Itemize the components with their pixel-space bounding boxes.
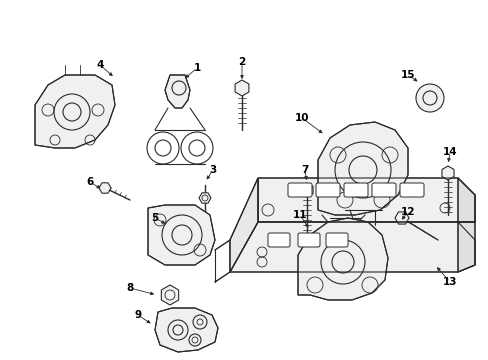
Text: 10: 10	[294, 113, 308, 123]
Circle shape	[415, 84, 443, 112]
FancyBboxPatch shape	[343, 183, 367, 197]
FancyBboxPatch shape	[315, 183, 339, 197]
Text: 5: 5	[151, 213, 158, 223]
Polygon shape	[229, 178, 258, 272]
Text: 7: 7	[301, 165, 308, 175]
Polygon shape	[155, 308, 218, 352]
Polygon shape	[300, 183, 312, 197]
Polygon shape	[229, 222, 474, 272]
Text: 3: 3	[209, 165, 216, 175]
Polygon shape	[457, 178, 474, 222]
Polygon shape	[161, 285, 178, 305]
Text: 11: 11	[292, 210, 306, 220]
FancyBboxPatch shape	[267, 233, 289, 247]
Polygon shape	[297, 218, 387, 300]
Polygon shape	[229, 178, 258, 272]
Polygon shape	[99, 183, 111, 193]
FancyBboxPatch shape	[325, 233, 347, 247]
Text: 1: 1	[193, 63, 200, 73]
Text: 13: 13	[442, 277, 456, 287]
Text: 4: 4	[96, 60, 103, 70]
Polygon shape	[148, 205, 215, 265]
Text: 6: 6	[86, 177, 93, 187]
Polygon shape	[457, 222, 474, 272]
Polygon shape	[235, 80, 248, 96]
Polygon shape	[317, 122, 407, 215]
Text: 14: 14	[442, 147, 456, 157]
Polygon shape	[394, 212, 408, 224]
Polygon shape	[199, 193, 210, 203]
FancyBboxPatch shape	[287, 183, 311, 197]
FancyBboxPatch shape	[371, 183, 395, 197]
Text: 2: 2	[238, 57, 245, 67]
Text: 12: 12	[400, 207, 414, 217]
FancyBboxPatch shape	[297, 233, 319, 247]
Text: 9: 9	[134, 310, 141, 320]
Text: 15: 15	[400, 70, 414, 80]
Polygon shape	[35, 75, 115, 148]
Polygon shape	[258, 178, 474, 222]
Polygon shape	[441, 166, 453, 180]
Text: 8: 8	[126, 283, 133, 293]
Polygon shape	[164, 75, 190, 108]
FancyBboxPatch shape	[399, 183, 423, 197]
